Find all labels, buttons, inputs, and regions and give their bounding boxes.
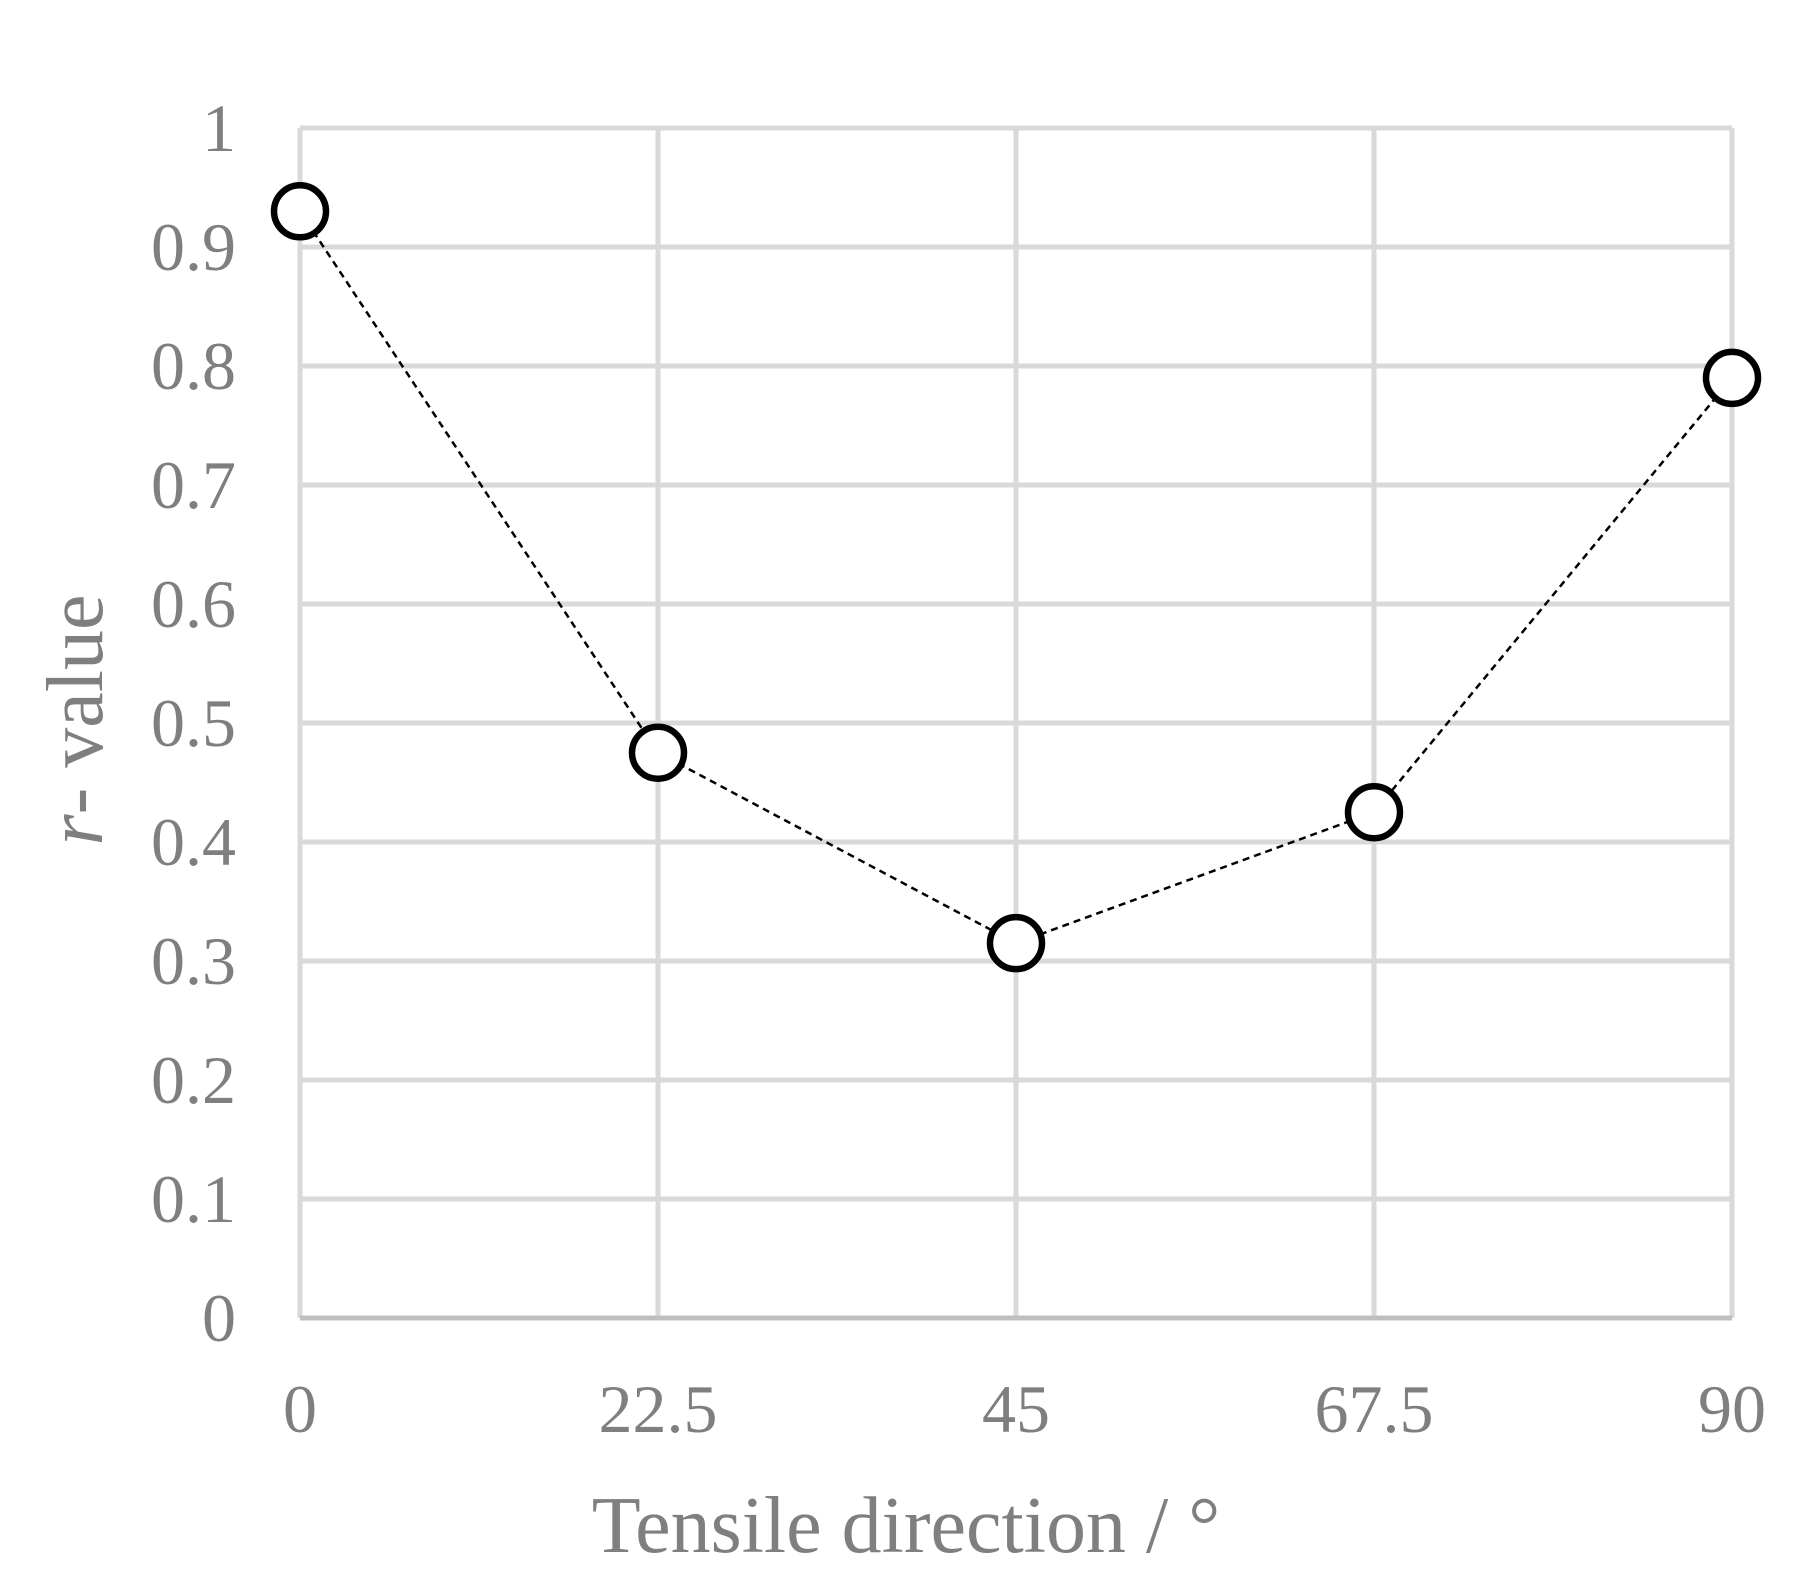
data-point	[1702, 348, 1762, 408]
x-tick-label: 90	[1698, 1371, 1766, 1447]
y-tick-label: 0.2	[151, 1042, 236, 1118]
y-axis-title-suffix: - value	[32, 594, 120, 814]
x-tick-label: 45	[982, 1371, 1050, 1447]
y-tick-labels: 0 0.1 0.2 0.3 0.4 0.5 0.6 0.7 0.8 0.9 1	[151, 90, 236, 1356]
y-axis-title: r- value	[32, 594, 120, 845]
data-point	[986, 913, 1046, 973]
y-axis-title-prefix: r	[32, 814, 120, 846]
data-point	[270, 182, 330, 241]
x-tick-label: 67.5	[1315, 1371, 1434, 1447]
x-tick-label: 0	[283, 1371, 317, 1447]
y-tick-label: 0.8	[151, 328, 236, 404]
x-tick-label: 22.5	[599, 1371, 718, 1447]
y-tick-label: 0.7	[151, 447, 236, 523]
series-points	[270, 182, 1762, 973]
y-tick-label: 0	[202, 1280, 236, 1356]
data-point	[628, 723, 688, 782]
series-dashed-line	[298, 210, 1733, 945]
y-tick-label: 0.9	[151, 209, 236, 285]
series-line	[298, 210, 1733, 945]
y-tick-label: 0.1	[151, 1161, 236, 1237]
data-point	[1344, 783, 1404, 842]
y-tick-label: 1	[202, 90, 236, 166]
y-tick-label: 0.6	[151, 566, 236, 642]
y-tick-label: 0.5	[151, 685, 236, 761]
grid	[297, 125, 1735, 1318]
y-tick-label: 0.4	[151, 804, 236, 880]
x-tick-labels: 0 22.5 45 67.5 90	[283, 1371, 1766, 1447]
y-tick-label: 0.3	[151, 923, 236, 999]
x-axis-title: Tensile direction / °	[592, 1482, 1220, 1570]
